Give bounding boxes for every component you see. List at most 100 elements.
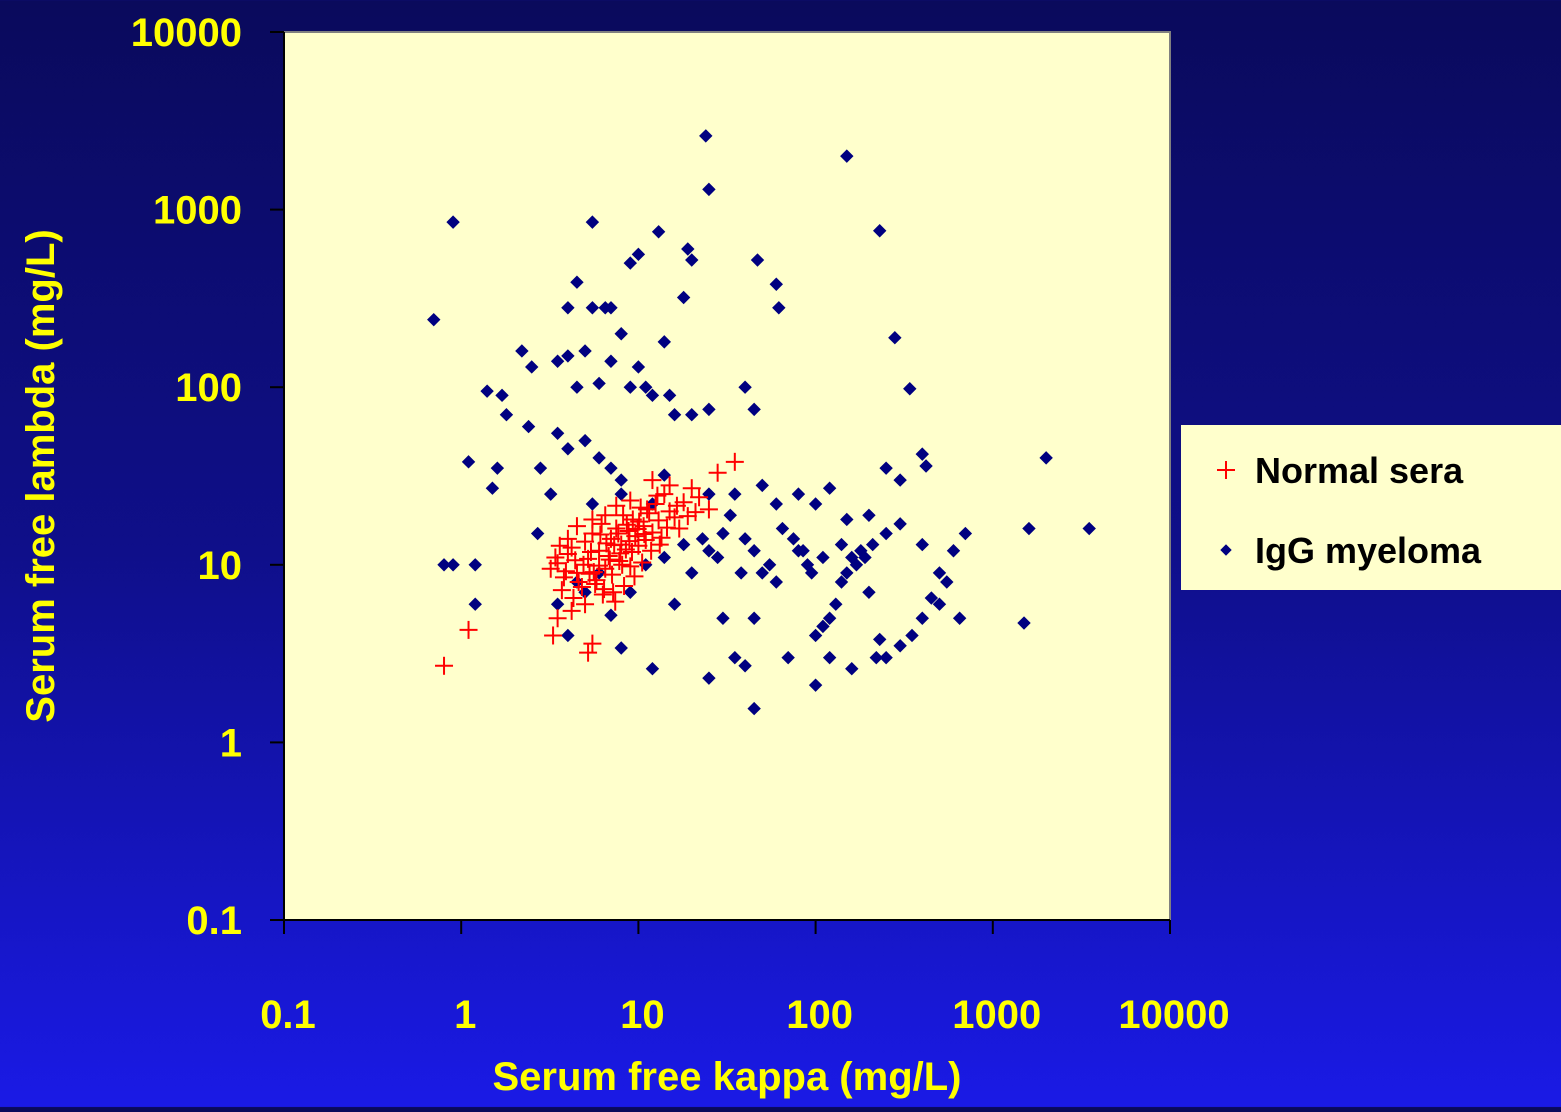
data-point-plus [435, 656, 454, 675]
data-point-diamond [834, 537, 849, 552]
data-point-diamond [958, 526, 973, 541]
data-point-plus [635, 525, 654, 544]
data-point-diamond [667, 597, 682, 611]
data-point-diamond [623, 585, 637, 600]
data-point-plus [620, 532, 639, 551]
data-point-diamond [879, 650, 893, 665]
y-axis: 0.1 1 10 100 1000 10000 [131, 11, 285, 943]
data-point-plus [562, 538, 581, 557]
data-point-diamond [681, 242, 695, 256]
data-point-diamond [561, 628, 575, 643]
series-igg-myeloma [427, 129, 1096, 716]
data-point-diamond [530, 526, 545, 541]
data-point-diamond [772, 301, 786, 315]
y-tick-label: 0.1 [186, 899, 242, 943]
data-point-diamond [840, 512, 854, 527]
data-point-diamond [872, 224, 887, 238]
data-point-diamond [738, 532, 752, 546]
data-point-diamond [755, 566, 769, 580]
data-point-diamond [750, 253, 765, 267]
data-point-diamond [676, 290, 691, 305]
data-point-plus [569, 573, 588, 592]
data-point-diamond [796, 544, 810, 558]
data-point-plus [621, 491, 640, 510]
data-point-plus [638, 500, 657, 519]
data-point-plus [580, 564, 599, 583]
data-point-diamond [919, 459, 933, 473]
data-point-plus [584, 563, 603, 582]
data-point-plus [603, 565, 622, 584]
data-point-plus [615, 576, 634, 595]
data-point-diamond [604, 301, 618, 315]
data-point-diamond [604, 608, 618, 622]
data-point-diamond [651, 225, 666, 239]
x-tick-label: 10000 [1118, 993, 1229, 1037]
data-point-diamond [623, 256, 637, 270]
data-point-diamond [845, 661, 859, 676]
y-axis-title: Serum free lambda (mg/L) [19, 229, 63, 722]
data-point-diamond [808, 497, 823, 511]
data-point-diamond [932, 597, 947, 611]
data-point-diamond [747, 402, 761, 417]
data-point-diamond [631, 247, 646, 262]
data-point-plus [597, 534, 616, 553]
data-point-diamond [822, 611, 837, 625]
data-point-diamond [940, 575, 954, 589]
data-point-diamond [893, 639, 907, 653]
data-point-diamond [437, 558, 451, 572]
data-point-diamond [585, 215, 600, 229]
data-point-diamond [915, 447, 929, 461]
data-point-diamond [604, 354, 618, 368]
data-point-diamond [755, 478, 769, 493]
data-point-diamond [747, 611, 761, 625]
data-point-diamond [550, 354, 565, 368]
data-point-diamond [667, 408, 682, 422]
legend-items: Normal sera IgG myeloma [1217, 450, 1482, 571]
data-point-plus [459, 620, 478, 639]
data-point-diamond [614, 641, 628, 655]
data-point-diamond [734, 566, 748, 580]
data-point-diamond [702, 182, 716, 197]
data-point-diamond [1082, 521, 1096, 536]
legend-label: Normal sera [1255, 450, 1464, 491]
data-point-diamond [865, 537, 880, 552]
data-point-plus [611, 544, 630, 563]
data-point-diamond [702, 671, 716, 685]
data-point-plus [576, 595, 595, 614]
data-point-diamond [769, 277, 783, 291]
data-point-plus [613, 555, 632, 574]
data-point-diamond [905, 628, 919, 643]
data-point-diamond [822, 650, 837, 665]
data-point-diamond [769, 497, 783, 511]
data-point-diamond [775, 521, 790, 536]
data-point-diamond [834, 575, 849, 589]
data-point-diamond [858, 550, 872, 565]
data-point-diamond [879, 526, 893, 541]
data-point-diamond [578, 433, 592, 448]
data-point-diamond [639, 380, 653, 394]
data-point-plus [657, 518, 676, 537]
data-point-diamond [769, 575, 783, 589]
data-point-plus [621, 557, 640, 576]
data-point-diamond [738, 380, 752, 394]
data-point-diamond [946, 544, 961, 558]
data-point-plus [606, 592, 625, 611]
data-point-diamond [808, 678, 823, 692]
data-point-diamond [645, 388, 660, 403]
data-point-diamond [623, 380, 637, 394]
data-point-diamond [657, 335, 672, 349]
data-point-diamond [645, 661, 660, 676]
data-point-plus [648, 486, 667, 505]
data-point-plus [708, 463, 727, 482]
data-point-diamond [685, 253, 699, 267]
legend-box [1181, 425, 1561, 590]
data-point-diamond [695, 532, 710, 546]
data-point-plus [686, 503, 705, 522]
data-point-diamond [804, 566, 819, 580]
data-point-plus [643, 523, 662, 542]
data-point-diamond [903, 382, 917, 396]
data-point-diamond [1017, 616, 1031, 630]
data-point-diamond [570, 380, 584, 394]
data-point-diamond [495, 388, 509, 403]
